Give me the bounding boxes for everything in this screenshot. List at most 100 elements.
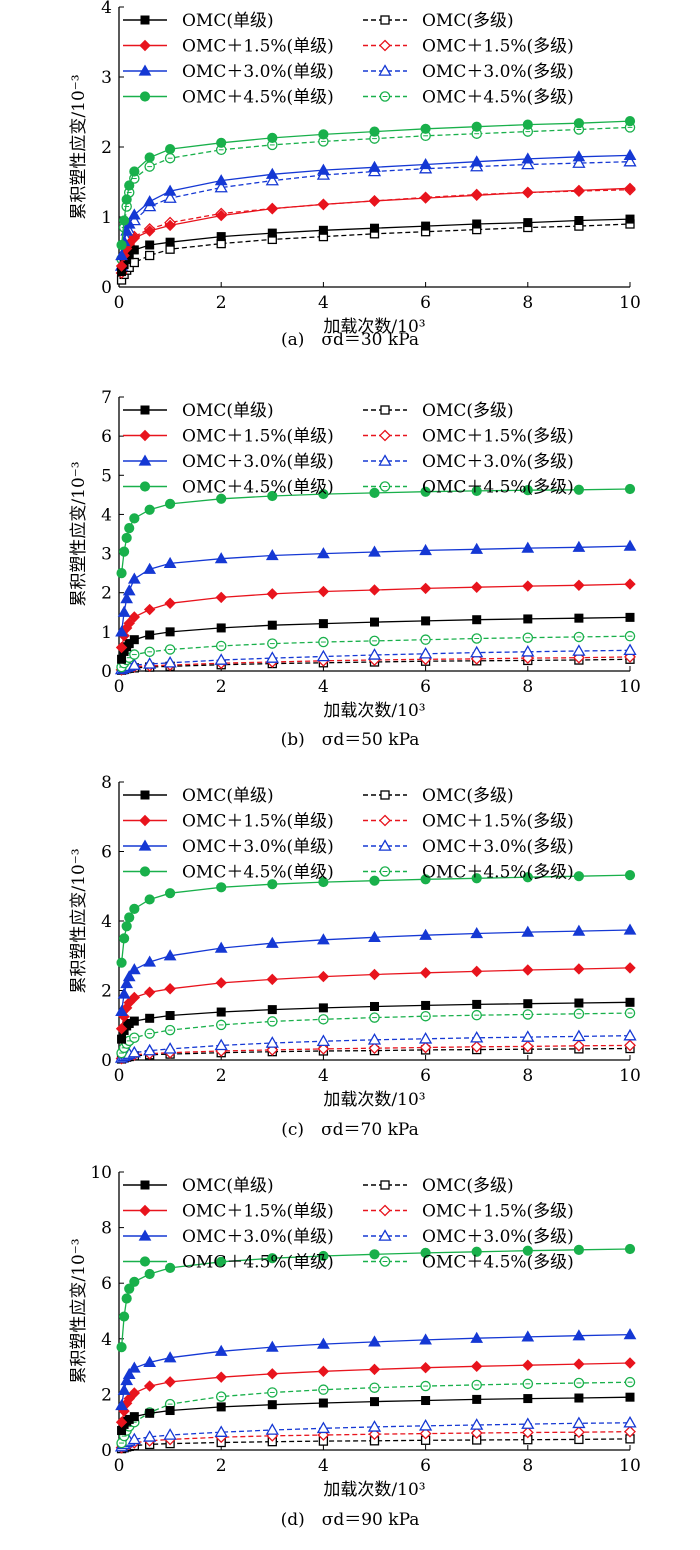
legend-item: OMC＋4.5%(单级) xyxy=(123,478,334,498)
data-point xyxy=(143,986,156,998)
data-point xyxy=(470,1360,483,1373)
x-tick-label: 0 xyxy=(114,677,125,697)
data-point xyxy=(216,1256,227,1267)
legend-item: OMC＋1.5%(单级) xyxy=(123,37,334,57)
legend-marker xyxy=(378,64,392,76)
data-point xyxy=(216,882,227,893)
legend-marker xyxy=(380,790,390,800)
legend-item: OMC＋3.0%(多级) xyxy=(363,837,574,857)
data-point xyxy=(128,991,141,1004)
data-point xyxy=(471,873,482,884)
series-5 xyxy=(114,1415,637,1452)
legend-item: OMC＋4.5%(多级) xyxy=(363,863,574,883)
data-point xyxy=(368,968,381,981)
legend-marker xyxy=(378,454,392,466)
chart-panel-c: 0 2 4 6 8 0 2 4 6 8 10 加载次数/10³ 累积塑性应变/10⁻³ (c) σd＝70… xyxy=(69,773,641,1140)
data-point xyxy=(316,1034,331,1047)
data-point xyxy=(367,648,382,660)
panel-caption: (b) σd＝50 kPa xyxy=(281,730,420,750)
data-point xyxy=(522,1245,533,1256)
data-point xyxy=(122,970,136,982)
data-point xyxy=(470,927,484,939)
data-point xyxy=(470,1040,483,1053)
data-point xyxy=(471,1246,482,1257)
data-point xyxy=(267,132,278,143)
data-point xyxy=(144,894,155,905)
data-point xyxy=(128,611,141,623)
data-point xyxy=(214,1344,228,1356)
chart-panel-d: 0 2 4 6 8 10 0 2 4 6 8 10 加载次数/10³ 累积塑性应变/10⁻³ (d) σd＝… xyxy=(69,1163,641,1530)
y-tick-label: 0 xyxy=(101,662,112,682)
data-point xyxy=(521,1030,535,1042)
y-tick-label: 0 xyxy=(101,278,112,298)
legend-marker xyxy=(138,454,152,466)
data-point xyxy=(369,1249,380,1260)
data-point xyxy=(265,173,279,186)
x-tick-label: 10 xyxy=(619,1066,641,1086)
data-point xyxy=(370,1001,379,1011)
data-point xyxy=(418,1031,433,1044)
data-point xyxy=(128,1387,141,1399)
legend-item: OMC＋3.0%(单级) xyxy=(123,1227,334,1247)
data-point xyxy=(470,1331,484,1343)
series-4 xyxy=(115,539,637,637)
chart-panel-a: 0 1 2 3 4 0 2 4 6 8 10 加载次数/10³ 累积塑性应变/10⁻³ (a) σd＝30… xyxy=(69,0,641,350)
data-point xyxy=(127,572,141,584)
data-point xyxy=(367,1420,382,1432)
data-point xyxy=(115,1416,128,1428)
legend-marker xyxy=(379,1204,391,1217)
data-point xyxy=(623,1328,637,1340)
legend-label: OMC(单级) xyxy=(182,11,274,31)
x-tick-label: 2 xyxy=(216,1456,227,1476)
legend-label: OMC＋3.0%(多级) xyxy=(422,62,574,82)
legend-label: OMC＋1.5%(单级) xyxy=(182,427,334,447)
data-point xyxy=(624,1425,636,1438)
data-point xyxy=(164,597,176,609)
data-point xyxy=(624,116,636,127)
x-tick-label: 2 xyxy=(216,1066,227,1086)
legend-label: OMC＋4.5%(单级) xyxy=(182,478,334,498)
data-point xyxy=(120,977,134,989)
legend-item: OMC＋4.5%(单级) xyxy=(123,863,334,883)
legend-item: OMC＋1.5%(多级) xyxy=(363,427,574,447)
data-point xyxy=(127,1045,141,1058)
legend-item: OMC＋3.0%(多级) xyxy=(363,62,574,82)
data-point xyxy=(123,617,135,629)
data-point xyxy=(420,123,431,134)
y-tick-label: 4 xyxy=(101,912,112,932)
data-point xyxy=(163,556,177,568)
data-point xyxy=(215,209,227,222)
data-point xyxy=(267,228,277,238)
data-point xyxy=(267,1400,277,1410)
data-point xyxy=(521,152,535,164)
data-point xyxy=(421,1000,431,1010)
legend-label: OMC＋3.0%(单级) xyxy=(182,62,334,82)
data-point xyxy=(572,156,586,168)
data-point xyxy=(129,245,139,255)
legend-label: OMC＋4.5%(多级) xyxy=(422,1253,574,1273)
legend-marker xyxy=(378,1229,392,1241)
series-4 xyxy=(115,148,637,261)
data-point xyxy=(522,485,533,496)
data-point xyxy=(165,144,176,155)
data-point xyxy=(127,1432,141,1445)
data-point xyxy=(522,580,534,592)
data-point xyxy=(523,218,533,228)
data-point xyxy=(165,237,175,247)
x-tick-label: 8 xyxy=(522,677,533,697)
legend-label: OMC(多级) xyxy=(422,1176,514,1196)
data-point xyxy=(573,1358,585,1370)
data-point xyxy=(419,967,432,979)
data-point xyxy=(521,925,535,937)
legend-label: OMC＋1.5%(单级) xyxy=(182,1202,334,1222)
data-point xyxy=(472,999,482,1009)
series-4 xyxy=(115,1328,637,1411)
data-point xyxy=(116,239,127,251)
legend-marker xyxy=(140,405,150,415)
data-point xyxy=(129,903,140,914)
legend-label: OMC＋3.0%(单级) xyxy=(182,837,334,857)
legend-marker xyxy=(140,790,150,800)
y-tick-label: 7 xyxy=(101,388,112,408)
data-point xyxy=(122,1367,136,1380)
x-tick-label: 6 xyxy=(420,1066,431,1086)
